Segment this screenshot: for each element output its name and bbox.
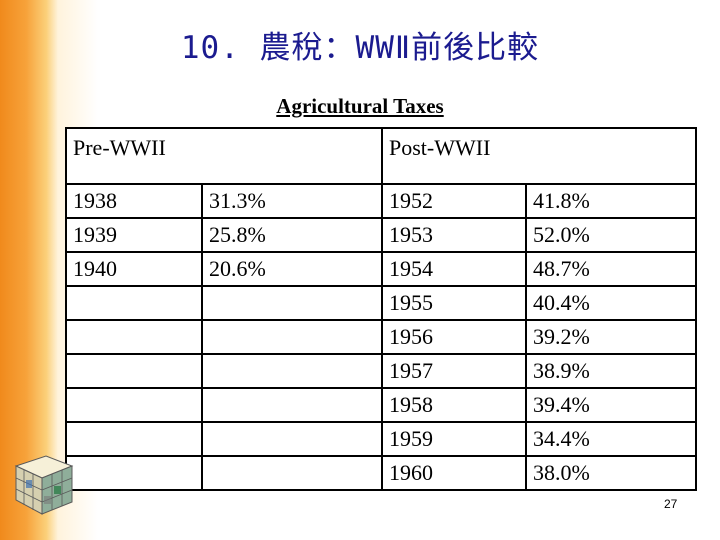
pre-year-cell: [65, 285, 203, 321]
pre-year-cell: [65, 455, 203, 491]
pre-rate-cell: [201, 421, 383, 457]
table-row: 1957 38.9%: [65, 353, 697, 389]
pre-rate-cell: 20.6%: [201, 251, 383, 287]
pre-year-cell: [65, 421, 203, 457]
pre-year-cell: [65, 319, 203, 355]
orange-side-band: [0, 0, 58, 540]
post-rate-cell: 38.0%: [525, 455, 697, 491]
post-year-cell: 1953: [381, 217, 527, 253]
table-header-row: Pre-WWII Post-WWII: [65, 127, 697, 185]
table-row: 1940 20.6% 1954 48.7%: [65, 251, 697, 287]
pre-rate-cell: [201, 285, 383, 321]
post-year-cell: 1960: [381, 455, 527, 491]
pre-rate-cell: [201, 387, 383, 423]
post-rate-cell: 41.8%: [525, 183, 697, 219]
pre-rate-cell: 31.3%: [201, 183, 383, 219]
tax-table: Pre-WWII Post-WWII 1938 31.3% 1952 41.8%…: [65, 127, 697, 491]
table-row: 1939 25.8% 1953 52.0%: [65, 217, 697, 253]
post-year-cell: 1957: [381, 353, 527, 389]
table-caption: Agricultural Taxes: [276, 94, 444, 118]
pre-year-cell: 1938: [65, 183, 203, 219]
post-rate-cell: 34.4%: [525, 421, 697, 457]
post-year-cell: 1959: [381, 421, 527, 457]
table-row: 1960 38.0%: [65, 455, 697, 491]
table-row: 1959 34.4%: [65, 421, 697, 457]
post-year-cell: 1956: [381, 319, 527, 355]
table-row: 1938 31.3% 1952 41.8%: [65, 183, 697, 219]
table-row: 1955 40.4%: [65, 285, 697, 321]
pre-rate-cell: [201, 319, 383, 355]
pre-year-cell: 1939: [65, 217, 203, 253]
post-rate-cell: 40.4%: [525, 285, 697, 321]
header-post-wwii: Post-WWII: [381, 127, 697, 185]
cube-logo-icon: [14, 455, 74, 515]
post-year-cell: 1958: [381, 387, 527, 423]
post-rate-cell: 39.2%: [525, 319, 697, 355]
post-year-cell: 1954: [381, 251, 527, 287]
post-rate-cell: 48.7%: [525, 251, 697, 287]
pre-rate-cell: 25.8%: [201, 217, 383, 253]
post-rate-cell: 52.0%: [525, 217, 697, 253]
table-row: 1958 39.4%: [65, 387, 697, 423]
pre-rate-cell: [201, 353, 383, 389]
pre-year-cell: [65, 353, 203, 389]
post-year-cell: 1955: [381, 285, 527, 321]
header-pre-wwii: Pre-WWII: [65, 127, 383, 185]
post-rate-cell: 39.4%: [525, 387, 697, 423]
pre-rate-cell: [201, 455, 383, 491]
table-row: 1956 39.2%: [65, 319, 697, 355]
post-rate-cell: 38.9%: [525, 353, 697, 389]
post-year-cell: 1952: [381, 183, 527, 219]
slide-title: 10. 農稅：WWⅡ前後比較: [180, 30, 540, 66]
pre-year-cell: 1940: [65, 251, 203, 287]
pre-year-cell: [65, 387, 203, 423]
page-number: 27: [664, 497, 678, 511]
